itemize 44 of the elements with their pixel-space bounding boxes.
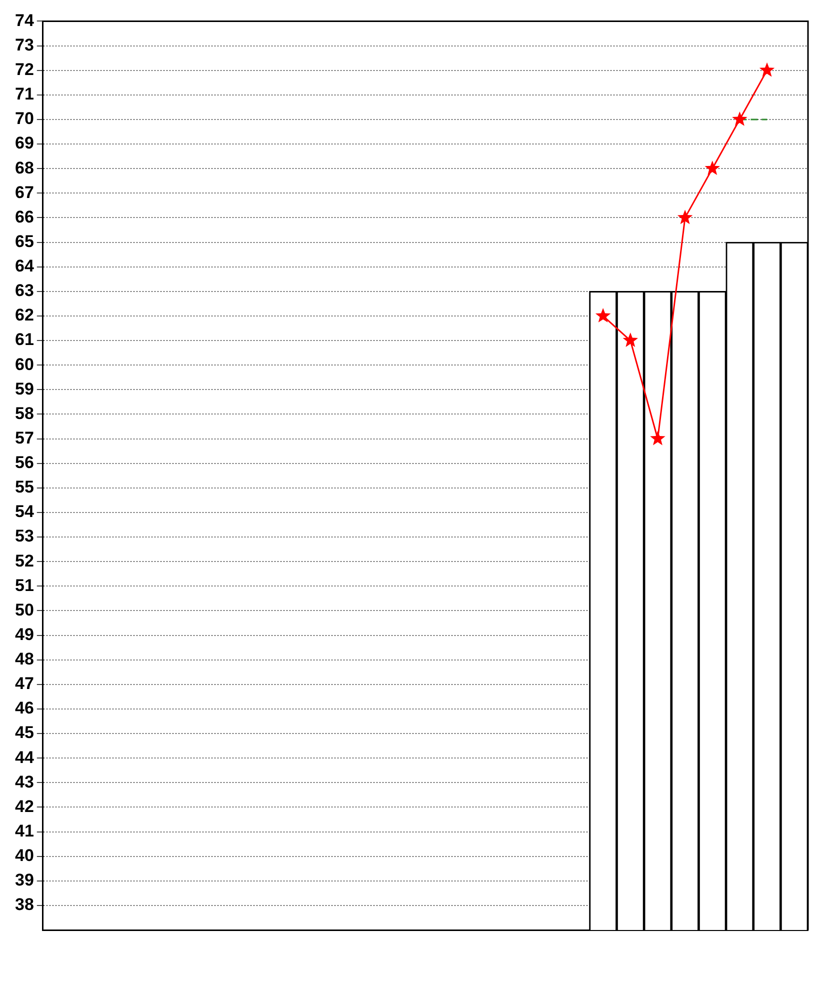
y-tick-label: 66 [14, 207, 34, 226]
y-tick-label: 60 [14, 354, 34, 374]
y-tick-label: 41 [14, 821, 34, 840]
point [704, 160, 720, 176]
y-tick-label: 67 [14, 182, 34, 202]
y-tick-label: 65 [14, 232, 34, 251]
point [732, 111, 748, 126]
y-tick-label: 64 [14, 256, 34, 276]
y-tick-label: 62 [14, 306, 34, 325]
y-tick-label: 71 [14, 84, 34, 104]
y-tick-label: 44 [14, 748, 34, 767]
y-tick-label: 38 [14, 895, 34, 914]
point [650, 430, 666, 446]
y-tick-label: 61 [14, 330, 34, 350]
point [759, 62, 775, 77]
y-tick-label: 73 [14, 35, 34, 54]
y-tick-label: 43 [14, 772, 34, 792]
point [595, 308, 611, 322]
y-tick-label: 69 [14, 134, 34, 153]
point [622, 332, 638, 347]
y-tick-label: 52 [14, 551, 34, 570]
y-tick-label: 42 [14, 796, 34, 816]
y-tick-label: 58 [14, 404, 34, 423]
y-tick-label: 46 [14, 698, 34, 718]
y-tick-label: 54 [14, 502, 34, 522]
y-tick-label: 63 [14, 281, 34, 300]
y-tick-label: 53 [14, 526, 34, 546]
point [677, 210, 693, 224]
y-tick-label: 50 [14, 600, 34, 620]
y-tick-label: 57 [14, 428, 34, 448]
y-tick-label: 68 [14, 158, 34, 178]
y-tick-label: 59 [14, 379, 34, 398]
y-tick-label: 55 [14, 478, 34, 497]
y-tick-label: 70 [14, 109, 34, 128]
y-tick-label: 49 [14, 624, 34, 644]
y-tick-label: 45 [14, 723, 34, 742]
y-tick-label: 47 [14, 674, 34, 694]
y-tick-label: 39 [14, 870, 34, 890]
y-tick-label: 40 [14, 846, 34, 865]
y-tick-label: 51 [14, 576, 34, 595]
y-tick-label: 48 [14, 650, 34, 669]
y-tick-label: 72 [14, 60, 34, 80]
y-tick-label: 74 [14, 10, 34, 30]
y-tick-label: 56 [14, 453, 34, 472]
